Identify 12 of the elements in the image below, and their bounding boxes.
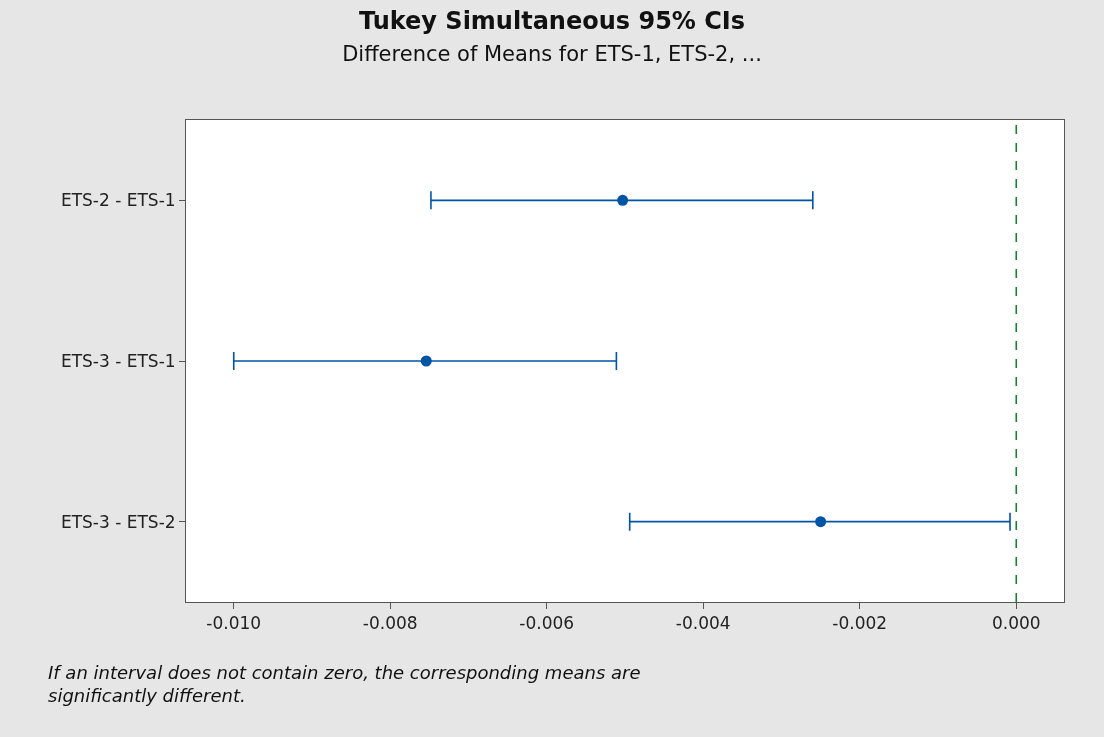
y-tick-label: ETS-3 - ETS-1 [60,350,176,371]
y-tick-label: ETS-2 - ETS-1 [60,190,176,211]
text: If an interval does not contain zero, the corresponding means are significantly different. [48,662,641,707]
chart-title: Tukey Simultaneous 95% CIs [358,7,746,36]
chart-subtitle: Difference of Means for ETS-1, ETS-2, ... [342,41,762,66]
y-tick-label: ETS-3 - ETS-2 [60,511,176,532]
x-tick-label: -0.010 [206,613,262,634]
x-tick-label: -0.006 [519,613,575,634]
x-tick-label: -0.002 [832,613,888,634]
x-tick-label: -0.008 [362,613,418,634]
x-tick-label: -0.004 [675,613,731,634]
x-tick-label: 0.000 [991,613,1041,634]
